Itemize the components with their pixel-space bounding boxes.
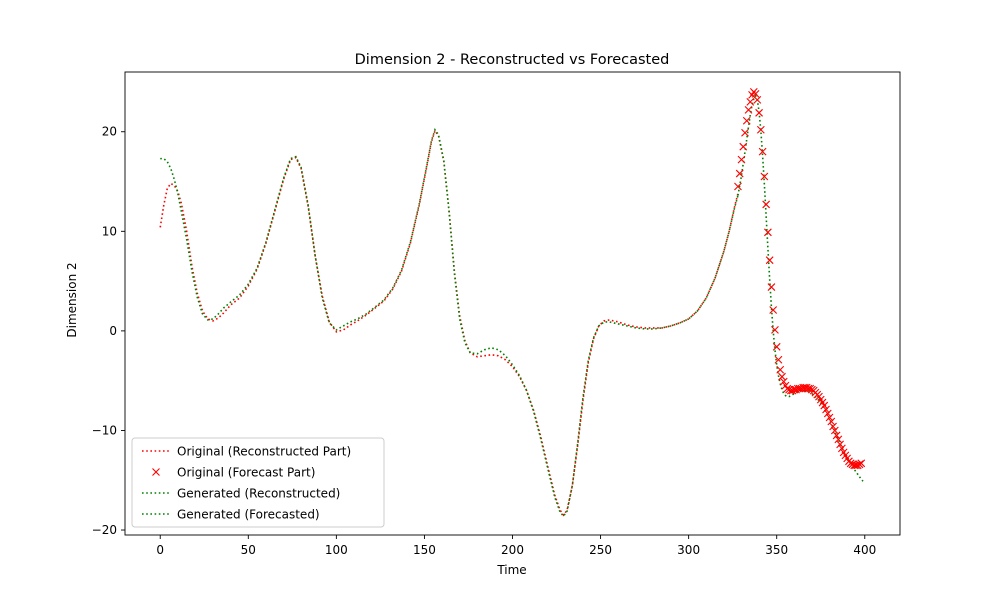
forecast-marker bbox=[741, 128, 749, 137]
legend-entry-label: Generated (Forecasted) bbox=[177, 508, 320, 522]
forecast-marker bbox=[834, 435, 843, 444]
forecast-marker bbox=[739, 142, 748, 151]
forecast-marker bbox=[760, 172, 769, 181]
x-tick-label: 250 bbox=[589, 543, 612, 557]
legend-swatch bbox=[152, 468, 160, 476]
forecast-marker bbox=[776, 365, 785, 374]
forecast-marker bbox=[822, 405, 830, 414]
x-axis-label: Time bbox=[496, 563, 526, 577]
x-tick-label: 100 bbox=[325, 543, 348, 557]
x-tick-label: 300 bbox=[677, 543, 700, 557]
x-tick-label: 350 bbox=[765, 543, 788, 557]
y-tick-label: 20 bbox=[102, 125, 117, 139]
legend-entry-label: Original (Forecast Part) bbox=[177, 466, 315, 480]
y-tick-label: −20 bbox=[92, 523, 117, 537]
x-tick-label: 400 bbox=[853, 543, 876, 557]
forecast-marker bbox=[734, 182, 742, 191]
x-tick-label: 200 bbox=[501, 543, 524, 557]
forecast-marker bbox=[830, 426, 839, 435]
forecast-marker bbox=[746, 97, 755, 106]
y-axis-label: Dimension 2 bbox=[65, 262, 79, 337]
forecast-marker bbox=[857, 459, 866, 468]
forecast-marker bbox=[774, 355, 783, 364]
forecast-marker bbox=[823, 409, 832, 418]
forecast-marker bbox=[778, 372, 786, 381]
legend-box bbox=[131, 437, 385, 528]
y-tick-label: 0 bbox=[109, 324, 117, 338]
forecast-marker bbox=[735, 169, 744, 178]
forecast-marker bbox=[825, 413, 834, 422]
forecast-marker bbox=[771, 325, 779, 334]
forecast-marker bbox=[767, 283, 776, 291]
forecast-marker bbox=[762, 200, 771, 209]
forecast-marker bbox=[758, 147, 767, 156]
forecast-marker bbox=[755, 108, 763, 117]
series-markers-2 bbox=[734, 88, 866, 470]
forecast-marker bbox=[744, 105, 753, 114]
forecast-marker bbox=[756, 125, 765, 134]
chart-title: Dimension 2 - Reconstructed vs Forecaste… bbox=[355, 52, 670, 68]
forecast-marker bbox=[737, 155, 746, 164]
forecast-marker bbox=[751, 90, 760, 98]
legend: Original (Reconstructed Part) Original (F… bbox=[131, 437, 385, 528]
forecast-marker bbox=[765, 256, 774, 265]
forecast-marker bbox=[769, 306, 778, 314]
forecast-marker bbox=[836, 440, 845, 449]
legend-entry-label: Original (Reconstructed Part) bbox=[177, 445, 351, 459]
forecast-marker bbox=[820, 401, 829, 410]
plot-area bbox=[159, 88, 866, 518]
axes: 0 50 100 150 200 250 300 350 400 −20 −10 0 10 20 bbox=[92, 71, 901, 557]
forecast-marker bbox=[779, 377, 788, 386]
forecast-marker bbox=[772, 342, 781, 351]
forecast-marker bbox=[829, 422, 837, 431]
y-tick-label: −10 bbox=[92, 423, 117, 437]
forecast-marker bbox=[742, 116, 751, 125]
x-tick-label: 0 bbox=[156, 543, 164, 557]
series-group bbox=[159, 88, 866, 518]
x-tick-label: 50 bbox=[241, 543, 256, 557]
forecast-marker bbox=[837, 444, 846, 453]
forecast-marker bbox=[753, 95, 762, 104]
forecast-marker bbox=[764, 228, 772, 237]
series-line-3 bbox=[160, 127, 739, 518]
y-tick-label: 10 bbox=[102, 224, 117, 238]
x-tick-label: 150 bbox=[413, 543, 436, 557]
legend-entry-label: Generated (Reconstructed) bbox=[177, 487, 340, 501]
forecast-marker bbox=[827, 417, 836, 426]
forecast-marker bbox=[832, 431, 841, 440]
